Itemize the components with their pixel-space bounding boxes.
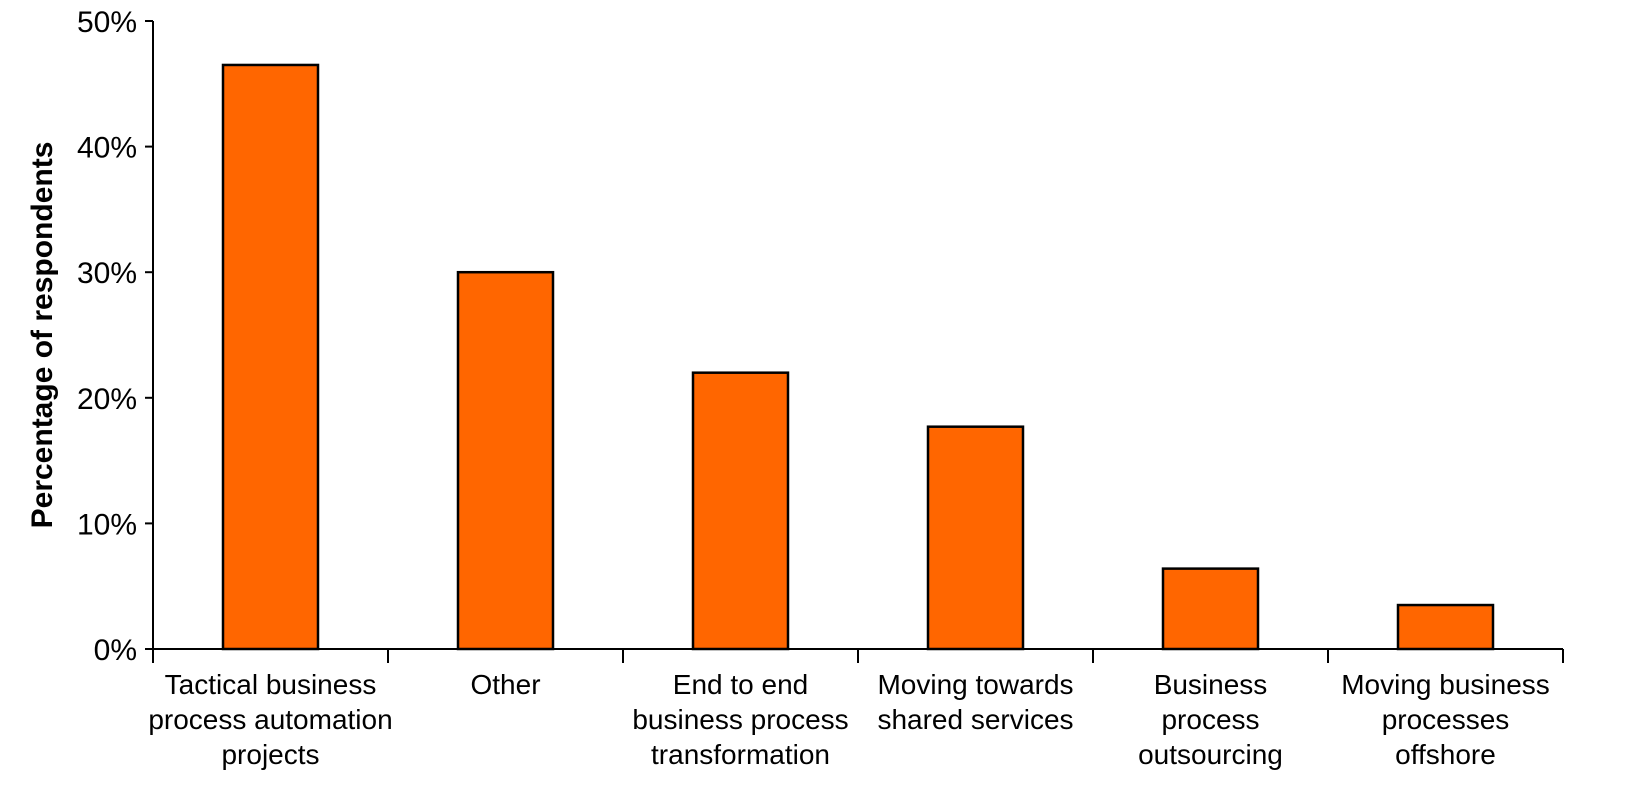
y-tick-label: 40% xyxy=(77,132,137,165)
x-category-label: Other xyxy=(470,669,540,700)
bar xyxy=(691,371,790,651)
x-category-label: Tactical business process automation proje… xyxy=(148,669,392,770)
bar xyxy=(1396,603,1495,651)
y-axis-title: Percentage of respondents xyxy=(26,142,59,529)
x-category-label-line: processes xyxy=(1382,704,1510,735)
y-tick-label: 30% xyxy=(77,257,137,290)
x-category-label-line: Business xyxy=(1154,669,1268,700)
x-category-label: End to end business process transformation xyxy=(632,669,848,770)
y-tick-label: 10% xyxy=(77,508,137,541)
x-category-label-line: outsourcing xyxy=(1138,739,1283,770)
x-category-label: Moving towards shared services xyxy=(877,669,1073,735)
x-category-label-line: projects xyxy=(221,739,319,770)
x-category-label-line: End to end xyxy=(673,669,808,700)
bar xyxy=(926,425,1025,651)
x-category-label: Business process outsourcing xyxy=(1138,669,1283,770)
y-tick-label: 0% xyxy=(94,634,137,667)
x-category-label-line: Tactical business xyxy=(165,669,377,700)
x-category-label-line: Moving business xyxy=(1341,669,1550,700)
y-tick-label: 50% xyxy=(77,6,137,39)
x-category-label-line: offshore xyxy=(1395,739,1496,770)
x-category-label-line: process xyxy=(1161,704,1259,735)
x-category-label-line: Other xyxy=(470,669,540,700)
y-tick-label: 20% xyxy=(77,383,137,416)
bar xyxy=(456,270,555,651)
x-category-label-line: shared services xyxy=(877,704,1073,735)
y-axis-title-group: Percentage of respondents xyxy=(26,142,59,529)
x-category-label: Moving business processes offshore xyxy=(1341,669,1550,770)
x-category-label-line: business process xyxy=(632,704,848,735)
x-category-label-line: transformation xyxy=(651,739,830,770)
bar xyxy=(221,63,320,651)
bar xyxy=(1161,567,1260,651)
x-category-label-line: process automation xyxy=(148,704,392,735)
x-category-label-line: Moving towards xyxy=(877,669,1073,700)
plot-area: 0% 10% 20% 30% 40% 50% Tactical business proces… xyxy=(77,6,1564,770)
